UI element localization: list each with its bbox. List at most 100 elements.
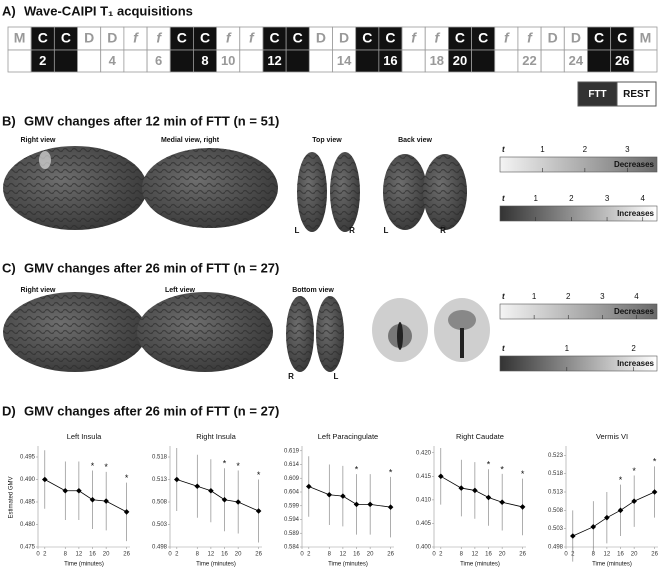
colorbar <box>499 205 658 222</box>
view-label: Right view <box>20 287 56 294</box>
significance-marker: * <box>632 466 636 476</box>
x-tick-label: 12 <box>604 552 611 558</box>
sequence-letter: D <box>339 30 349 46</box>
data-point <box>103 498 109 504</box>
y-tick-label: 0.523 <box>548 453 564 459</box>
colorbar-tick-label: 4 <box>634 292 639 301</box>
colorbar-tick-label: 1 <box>532 292 537 301</box>
chart-title: Right Insula <box>196 432 236 441</box>
legend-box <box>616 81 657 107</box>
chart-title: Left Paracingulate <box>318 432 378 441</box>
significance-marker: * <box>104 462 108 472</box>
x-tick-label: 20 <box>103 552 110 558</box>
x-tick-label: 16 <box>485 552 492 558</box>
timepoint-number: 22 <box>522 53 536 68</box>
data-point <box>235 499 241 505</box>
y-tick-label: 0.480 <box>20 522 36 528</box>
y-tick-label: 0.508 <box>152 500 168 506</box>
timepoint-cell <box>587 49 612 73</box>
x-tick-label: 26 <box>387 552 394 558</box>
panel-label: C) <box>2 260 16 275</box>
data-line <box>572 491 655 537</box>
data-point <box>485 494 492 501</box>
chart-title: Vermis VI <box>596 432 628 441</box>
y-tick-label: 0.415 <box>416 474 432 480</box>
chart-title: Right Caudate <box>456 432 504 441</box>
colorbar-tick-label: 1 <box>540 145 545 154</box>
x-tick-label: 26 <box>519 552 526 558</box>
data-point <box>174 476 180 483</box>
sequence-letter: f <box>156 30 162 46</box>
data-point <box>631 498 637 504</box>
colorbar-label: Increases <box>617 359 654 368</box>
colorbar-tick-label: 1 <box>533 194 538 203</box>
timepoint-number: 14 <box>337 53 352 68</box>
timepoint-cell <box>633 49 658 73</box>
data-point <box>353 501 360 508</box>
y-tick-label: 0.513 <box>548 490 564 496</box>
timepoint-number: 26 <box>615 53 629 68</box>
colorbar-tick-label: 3 <box>600 292 605 301</box>
chart-title: Left Insula <box>67 432 102 441</box>
data-line <box>308 486 391 508</box>
data-point <box>604 514 610 521</box>
sequence-letter: M <box>14 30 26 46</box>
x-tick-label: 20 <box>499 552 506 558</box>
timepoint-number: 8 <box>201 53 208 68</box>
colorbar-label: Decreases <box>614 307 655 316</box>
significance-marker: * <box>653 457 657 467</box>
x-tick-label: 16 <box>221 552 228 558</box>
brain-images <box>3 146 490 372</box>
x-tick-label: 26 <box>255 552 262 558</box>
timepoint-cell <box>53 49 78 73</box>
x-tick-label: 2 <box>43 552 47 558</box>
panel-label: D) <box>2 403 16 418</box>
y-tick-label: 0.604 <box>284 490 300 496</box>
x-tick-label: 16 <box>617 552 624 558</box>
y-tick-label: 0.614 <box>284 462 300 468</box>
x-tick-label: 8 <box>592 552 596 558</box>
view-label: Top view <box>312 137 342 144</box>
y-tick-label: 0.599 <box>284 503 300 509</box>
data-line <box>44 479 127 513</box>
view-label: Medial view, right <box>161 137 220 144</box>
data-line <box>440 475 523 508</box>
x-axis-label: Time (minutes) <box>196 562 236 568</box>
timepoint-number: 2 <box>39 53 46 68</box>
x-tick-label: 8 <box>460 552 464 558</box>
y-tick-label: 0.609 <box>284 476 300 482</box>
sequence-letter: C <box>177 30 187 46</box>
colorbar-tick-label: 3 <box>625 145 630 154</box>
timepoint-cell <box>494 49 519 73</box>
timepoint-number: 24 <box>569 53 584 68</box>
data-point <box>387 504 394 510</box>
timepoint-cell <box>77 49 102 73</box>
x-tick-label: 0 <box>168 552 172 558</box>
data-point <box>458 485 465 491</box>
legend-label: REST <box>623 89 650 100</box>
data-point <box>76 487 82 494</box>
sequence-letter: f <box>527 30 533 46</box>
colorbar-tick-label: 1 <box>565 344 570 353</box>
y-tick-label: 0.518 <box>548 471 564 477</box>
data-point <box>570 533 576 539</box>
timepoint-cell <box>7 49 32 73</box>
y-axis-label: Estimated GMV <box>9 476 15 518</box>
y-tick-label: 0.503 <box>152 522 168 528</box>
hemisphere-label: R <box>440 226 446 235</box>
x-tick-label: 8 <box>64 552 68 558</box>
sequence-letter: f <box>133 30 139 46</box>
panel-label: A) <box>2 3 16 18</box>
colorbar-tick-label: 4 <box>641 194 646 203</box>
x-tick-label: 16 <box>89 552 96 558</box>
x-tick-label: 8 <box>196 552 200 558</box>
x-tick-label: 0 <box>564 552 568 558</box>
sequence-letter: D <box>107 30 117 46</box>
sequence-letter: C <box>269 30 279 46</box>
y-tick-label: 0.589 <box>284 531 300 537</box>
data-point <box>617 507 624 514</box>
timepoint-cell <box>401 49 426 73</box>
colorbar-label: Decreases <box>614 160 655 169</box>
sequence-letter: C <box>200 30 210 46</box>
colorbar-tick-label: 2 <box>569 194 574 203</box>
